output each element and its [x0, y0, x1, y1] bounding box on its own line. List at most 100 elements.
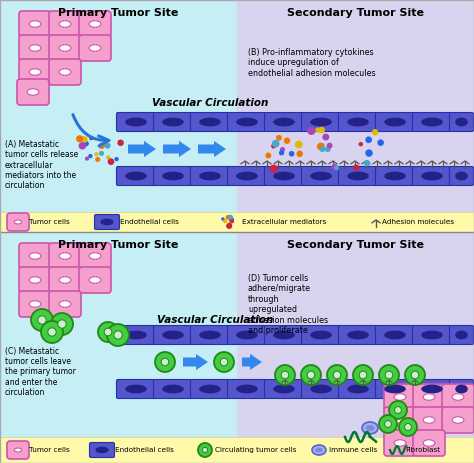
- Ellipse shape: [125, 172, 147, 181]
- Circle shape: [228, 217, 234, 223]
- Circle shape: [114, 157, 118, 161]
- Text: Vascular Circulation: Vascular Circulation: [157, 315, 273, 325]
- Ellipse shape: [59, 69, 71, 75]
- Ellipse shape: [100, 219, 114, 225]
- Circle shape: [281, 371, 289, 379]
- Circle shape: [331, 164, 338, 170]
- FancyBboxPatch shape: [49, 291, 81, 317]
- FancyBboxPatch shape: [301, 113, 340, 131]
- FancyArrow shape: [183, 354, 208, 370]
- Ellipse shape: [162, 172, 184, 181]
- Circle shape: [379, 415, 397, 433]
- Ellipse shape: [310, 385, 332, 394]
- Ellipse shape: [29, 301, 41, 307]
- Circle shape: [265, 152, 271, 158]
- FancyBboxPatch shape: [94, 214, 119, 230]
- FancyBboxPatch shape: [49, 35, 81, 61]
- Ellipse shape: [394, 417, 406, 423]
- Circle shape: [270, 165, 278, 173]
- Ellipse shape: [199, 172, 221, 181]
- FancyBboxPatch shape: [264, 380, 303, 399]
- Circle shape: [307, 127, 316, 135]
- Circle shape: [202, 447, 208, 453]
- Text: Secondary Tumor Site: Secondary Tumor Site: [287, 240, 424, 250]
- Circle shape: [379, 365, 399, 385]
- Circle shape: [31, 309, 53, 331]
- Text: Primary Tumor Site: Primary Tumor Site: [58, 240, 179, 250]
- Ellipse shape: [455, 385, 468, 394]
- Circle shape: [98, 322, 118, 342]
- Ellipse shape: [423, 394, 435, 400]
- Circle shape: [372, 129, 378, 135]
- FancyBboxPatch shape: [19, 35, 51, 61]
- Circle shape: [365, 150, 371, 155]
- FancyBboxPatch shape: [191, 380, 229, 399]
- Ellipse shape: [384, 331, 406, 339]
- FancyBboxPatch shape: [384, 384, 416, 410]
- Bar: [237, 232, 474, 437]
- Circle shape: [327, 365, 347, 385]
- Ellipse shape: [455, 118, 468, 126]
- Circle shape: [272, 140, 280, 148]
- Circle shape: [107, 324, 129, 346]
- Circle shape: [317, 143, 324, 150]
- Ellipse shape: [236, 172, 258, 181]
- Text: Adhesion molecules: Adhesion molecules: [382, 219, 454, 225]
- Circle shape: [81, 136, 88, 143]
- Ellipse shape: [14, 448, 22, 452]
- Circle shape: [359, 371, 367, 379]
- FancyBboxPatch shape: [384, 430, 416, 456]
- FancyBboxPatch shape: [7, 441, 29, 459]
- Bar: [0, 212, 474, 232]
- FancyBboxPatch shape: [442, 407, 474, 433]
- Circle shape: [38, 316, 46, 324]
- FancyBboxPatch shape: [449, 113, 474, 131]
- Ellipse shape: [89, 21, 101, 27]
- FancyBboxPatch shape: [49, 267, 81, 293]
- FancyBboxPatch shape: [412, 167, 452, 186]
- Circle shape: [108, 158, 114, 165]
- Ellipse shape: [394, 440, 406, 446]
- Circle shape: [99, 151, 104, 156]
- FancyBboxPatch shape: [191, 113, 229, 131]
- Ellipse shape: [236, 331, 258, 339]
- Circle shape: [405, 424, 411, 431]
- Circle shape: [275, 365, 295, 385]
- Circle shape: [220, 358, 228, 366]
- FancyBboxPatch shape: [301, 380, 340, 399]
- FancyBboxPatch shape: [117, 380, 155, 399]
- Text: Fibroblast: Fibroblast: [405, 447, 440, 453]
- Circle shape: [334, 165, 339, 170]
- Text: (B) Pro-inflammatory cytokines
induce upregulation of
endothelial adhesion molec: (B) Pro-inflammatory cytokines induce up…: [248, 48, 375, 78]
- Ellipse shape: [162, 331, 184, 339]
- FancyArrow shape: [198, 141, 226, 157]
- Ellipse shape: [455, 172, 468, 181]
- Ellipse shape: [347, 172, 369, 181]
- Ellipse shape: [14, 220, 22, 224]
- Ellipse shape: [273, 331, 295, 339]
- Circle shape: [307, 371, 315, 379]
- Bar: [237, 0, 474, 212]
- Circle shape: [276, 135, 282, 141]
- Ellipse shape: [29, 253, 41, 259]
- FancyBboxPatch shape: [228, 113, 266, 131]
- Circle shape: [389, 401, 407, 419]
- FancyBboxPatch shape: [154, 380, 192, 399]
- Text: Secondary Tumor Site: Secondary Tumor Site: [287, 8, 424, 18]
- FancyBboxPatch shape: [375, 113, 414, 131]
- Ellipse shape: [89, 253, 101, 259]
- FancyBboxPatch shape: [7, 213, 29, 231]
- Ellipse shape: [59, 45, 71, 51]
- Circle shape: [296, 150, 303, 157]
- FancyBboxPatch shape: [412, 113, 452, 131]
- Circle shape: [319, 143, 324, 149]
- Circle shape: [365, 137, 372, 143]
- Circle shape: [271, 144, 276, 149]
- Circle shape: [79, 142, 86, 150]
- FancyBboxPatch shape: [375, 167, 414, 186]
- Circle shape: [301, 365, 321, 385]
- Ellipse shape: [199, 385, 221, 394]
- Circle shape: [85, 156, 89, 161]
- Circle shape: [319, 146, 325, 152]
- FancyBboxPatch shape: [338, 325, 377, 344]
